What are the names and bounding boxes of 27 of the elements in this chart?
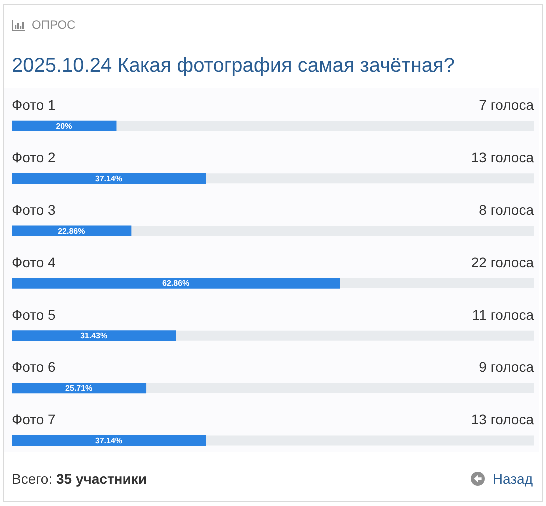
- chart-title: 2025.10.24 Какая фотография самая зачётная?: [12, 54, 455, 79]
- y-tick-label: Фото 4: [12, 254, 56, 270]
- annotation: 22 голоса: [471, 254, 534, 270]
- y-tick-label: Фото 7: [12, 412, 56, 428]
- data-label: 37.14%: [95, 174, 123, 184]
- y-tick-label: Фото 5: [12, 306, 56, 323]
- annotation: 13 голоса: [471, 150, 534, 166]
- data-label: 20%: [56, 122, 72, 131]
- annotation: 8 голоса: [479, 202, 534, 218]
- data-label: 31.43%: [80, 332, 108, 341]
- y-tick-label: Фото 2: [12, 150, 56, 166]
- text: Всего: 35 участники: [12, 471, 147, 487]
- annotation: 11 голоса: [472, 306, 534, 323]
- data-label: 62.86%: [162, 279, 190, 288]
- annotation: 13 голоса: [471, 412, 534, 428]
- y-tick-label: Фото 6: [12, 359, 56, 376]
- annotation: 9 голоса: [479, 359, 534, 376]
- y-tick-label: Фото 3: [12, 202, 56, 218]
- data-label: 22.86%: [58, 226, 86, 236]
- data-label: 37.14%: [95, 436, 123, 446]
- data-label: 25.71%: [66, 384, 93, 394]
- y-tick-label: Фото 1: [12, 97, 56, 114]
- text: ОПРОС: [32, 18, 76, 32]
- text: Назад: [492, 470, 533, 488]
- bar: [12, 120, 117, 132]
- annotation: 7 голоса: [479, 97, 534, 114]
- bar: [12, 226, 132, 236]
